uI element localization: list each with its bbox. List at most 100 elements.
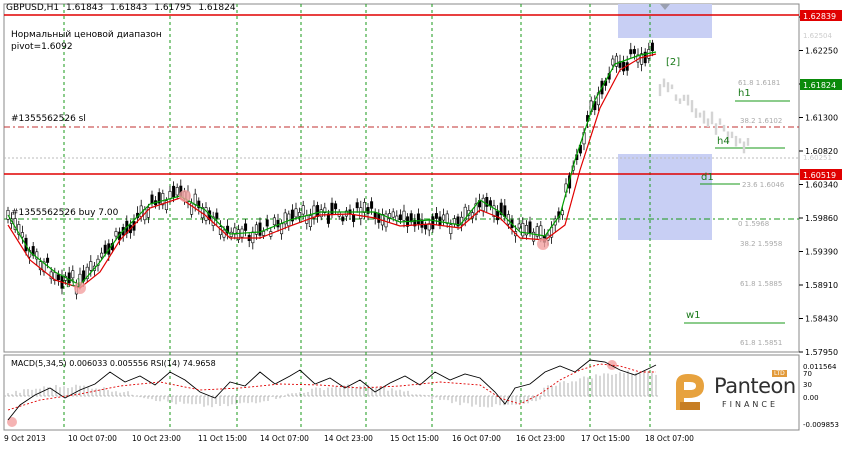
projected-candle	[686, 94, 690, 106]
h1-label: h1	[738, 88, 751, 99]
price-tick: 1.57950	[805, 348, 838, 357]
projected-candle	[694, 108, 698, 118]
candle-body	[366, 207, 370, 214]
price-tick: 1.61300	[805, 114, 838, 123]
candle-body	[535, 226, 539, 237]
indicator-tick: 70	[803, 370, 812, 378]
timeframe-labels: [1] [2] h1 h4 d1 w1	[66, 57, 751, 321]
projected-candle	[690, 100, 694, 113]
indicator-panel	[3, 354, 800, 431]
candle-body	[38, 261, 42, 271]
projected-candle	[714, 123, 718, 135]
candle-body	[294, 208, 298, 218]
candle-body	[85, 266, 89, 280]
price-tick: 1.58910	[805, 281, 838, 290]
fib-label: 23.6 1.6046	[742, 181, 785, 189]
swing-high-marker	[179, 190, 191, 202]
candle-body	[539, 225, 543, 239]
price-tick: 1.60340	[805, 181, 838, 190]
candle-body	[254, 224, 258, 235]
fib-label: 0 1.5968	[738, 220, 769, 228]
shift-marker-icon	[660, 4, 670, 10]
price-tick: 1.58430	[805, 315, 838, 324]
candle-body	[614, 55, 618, 67]
candle-body	[46, 257, 50, 263]
candle-body	[244, 223, 248, 231]
buy-order-label: #1355562526 buy 7.00	[11, 208, 119, 218]
price-tick: 1.59390	[805, 248, 838, 257]
projected-candle	[746, 138, 750, 146]
candle-body	[89, 261, 93, 271]
time-tick: 17 Oct 15:00	[581, 434, 630, 443]
candle-body	[283, 212, 287, 225]
candle-body	[298, 212, 302, 217]
candle-body	[236, 229, 240, 240]
open-value: 1.61843	[66, 3, 104, 13]
candle-body	[416, 213, 420, 225]
candle-body	[452, 218, 456, 225]
projected-candle	[738, 138, 742, 144]
candle-body	[100, 252, 104, 258]
projected-candle	[730, 131, 734, 139]
projected-candle	[674, 94, 678, 101]
candle-body	[20, 232, 24, 238]
logo-sub: FINANCE	[722, 400, 779, 409]
panteon-logo: Panteon FINANCE LTD	[670, 370, 800, 416]
time-tick: 10 Oct 07:00	[68, 434, 117, 443]
projected-candle	[734, 135, 738, 147]
price-tag-current-text: 1.61824	[803, 81, 836, 90]
price-tag-mid: 1.60519	[800, 169, 842, 180]
candle-body	[456, 216, 460, 227]
candle-body	[485, 197, 489, 207]
candle-body	[388, 213, 392, 220]
candle-body	[71, 270, 75, 279]
time-tick: 14 Oct 23:00	[324, 434, 373, 443]
candle-body	[463, 206, 467, 221]
candle-body	[611, 58, 615, 66]
candle-body	[398, 214, 402, 221]
candle-body	[377, 213, 381, 223]
price-tag-top-text: 1.62839	[803, 12, 836, 21]
projected-candle	[702, 110, 706, 124]
candle-body	[521, 223, 525, 237]
candle-body	[164, 200, 168, 211]
h4-label: h4	[717, 136, 730, 147]
indicator-tick: -0.009853	[803, 421, 839, 429]
indicator-series	[4, 359, 660, 421]
candle-body	[517, 223, 521, 229]
price-tag-top: 1.62839	[800, 10, 842, 21]
pivot-value: pivot=1.6092	[11, 42, 73, 52]
projected-candle	[662, 78, 666, 88]
fib-label: 38.2 1.5958	[740, 240, 782, 248]
indicator-label: MACD(5,34,5) 0.006033 0.005556 RSI(14) 7…	[11, 359, 216, 368]
low-value: 1.61795	[154, 3, 192, 13]
chart-header: GBPUSD,H1 1.61843 1.61843 1.61795 1.6182…	[6, 3, 240, 13]
projected-candle	[722, 124, 726, 132]
ma-fast-line	[7, 51, 657, 286]
candle-body	[474, 203, 478, 216]
projected-candle	[726, 131, 730, 143]
candle-body	[496, 211, 500, 221]
candle-body	[56, 274, 60, 281]
fib-label: 61.8 1.5885	[740, 280, 782, 288]
candle-body	[215, 212, 219, 219]
projected-candle	[742, 141, 746, 154]
indicator-tick: 30	[803, 381, 812, 389]
projected-candle	[670, 84, 674, 90]
candle-body	[524, 225, 528, 236]
candle-body	[161, 193, 165, 206]
lower-range-zone	[618, 154, 712, 240]
candle-body	[445, 213, 449, 224]
indicator-axis: 0.011564 70 30 0.00 -0.009853	[803, 363, 839, 429]
high-value: 1.61843	[110, 3, 148, 13]
candle-body	[352, 214, 356, 222]
price-tick: 1.62250	[805, 47, 838, 56]
projected-candle	[678, 98, 682, 104]
time-tick: 15 Oct 15:00	[390, 434, 439, 443]
candle-body	[276, 219, 280, 228]
time-tick: 11 Oct 15:00	[198, 434, 247, 443]
projected-candle	[710, 111, 714, 125]
candle-body	[528, 221, 532, 234]
